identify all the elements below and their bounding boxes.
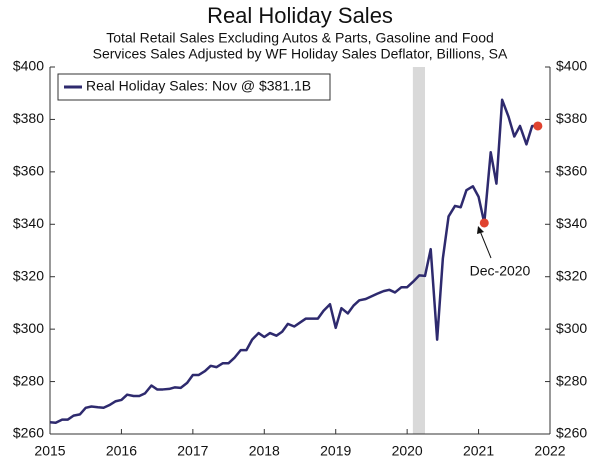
y2-tick-label: $300: [556, 320, 587, 336]
x-tick-label: 2020: [392, 443, 423, 459]
x-tick-label: 2021: [463, 443, 494, 459]
y2-tick-label: $260: [556, 425, 587, 441]
legend: Real Holiday Sales: Nov @ $381.1B: [57, 73, 331, 101]
x-tick-label: 2017: [177, 443, 208, 459]
highlight-point: [533, 121, 543, 131]
y-tick-label: $400: [13, 58, 44, 74]
y-tick-label: $260: [13, 425, 44, 441]
recession-shade: [412, 67, 425, 434]
highlight-point: [479, 218, 489, 228]
y-tick-label: $300: [13, 320, 44, 336]
y2-tick-label: $400: [556, 58, 587, 74]
x-tick-label: 2015: [34, 443, 65, 459]
legend-label: Real Holiday Sales: Nov @ $381.1B: [86, 78, 311, 94]
y-tick-label: $340: [13, 215, 44, 231]
annotation: Dec-2020: [470, 263, 531, 279]
series-line: [49, 98, 538, 424]
y-tick-label: $380: [13, 110, 44, 126]
y2-tick-label: $380: [556, 110, 587, 126]
x-tick-label: 2018: [249, 443, 280, 459]
annotation-arrow: [479, 230, 492, 259]
y-tick-label: $320: [13, 267, 44, 283]
x-tick-label: 2016: [106, 443, 137, 459]
chart-subtitle: Services Sales Adjusted by WF Holiday Sa…: [93, 46, 508, 62]
legend-box: [57, 73, 331, 101]
annotation-arrowhead: [477, 226, 484, 234]
chart-title: Real Holiday Sales: [207, 3, 393, 28]
y-tick-label: $280: [13, 372, 44, 388]
y2-tick-label: $280: [556, 372, 587, 388]
x-tick-label: 2019: [320, 443, 351, 459]
x-tick-label: 2022: [534, 443, 565, 459]
y2-tick-label: $340: [556, 215, 587, 231]
chart-subtitle: Total Retail Sales Excluding Autos & Par…: [106, 30, 494, 46]
y2-tick-label: $320: [556, 267, 587, 283]
y2-tick-label: $360: [556, 163, 587, 179]
y-tick-label: $360: [13, 163, 44, 179]
